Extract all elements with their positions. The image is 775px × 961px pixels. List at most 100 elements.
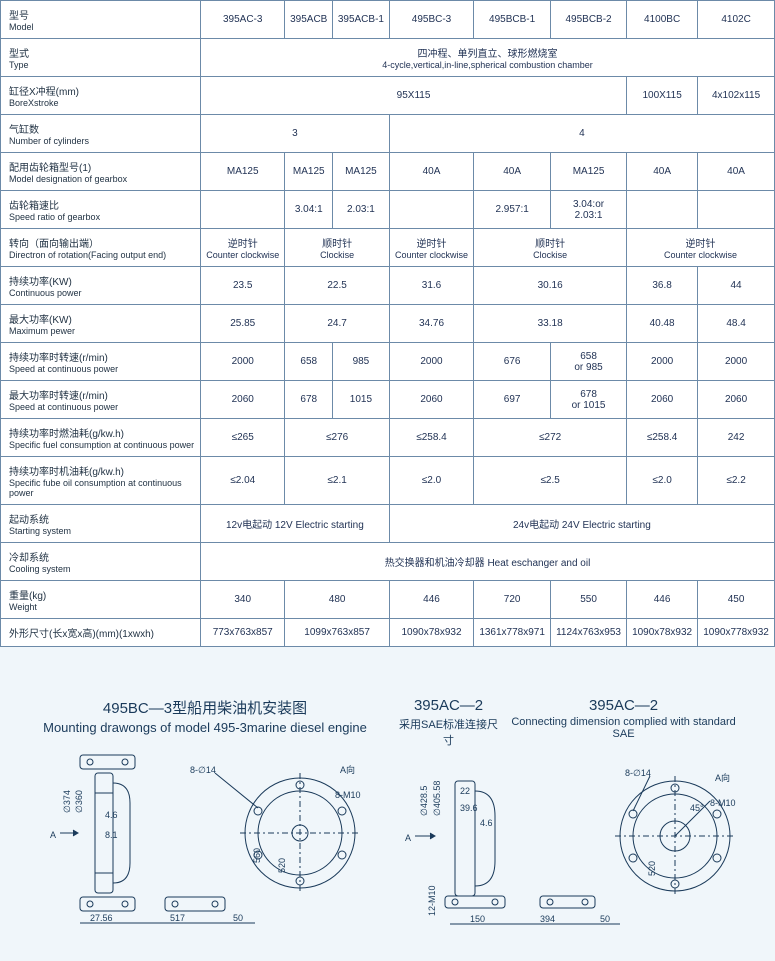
wt-3: 446 bbox=[389, 581, 473, 619]
ms-7: 2060 bbox=[698, 381, 775, 419]
sr-6 bbox=[627, 191, 698, 229]
rot-0: 逆时针 Counter clockwise bbox=[201, 229, 285, 267]
spec-table: 型号 Model 395AC-3 395ACB 395ACB-1 495BC-3… bbox=[0, 0, 775, 647]
col-2: 395ACB-1 bbox=[333, 1, 390, 39]
col-5: 495BCB-2 bbox=[551, 1, 627, 39]
svg-text:8-∅14: 8-∅14 bbox=[625, 768, 651, 778]
svg-text:27.56: 27.56 bbox=[90, 913, 113, 923]
svg-text:A向: A向 bbox=[715, 772, 730, 783]
row-gearbox: 配用齿轮箱型号(1) Model designation of gearbox … bbox=[1, 153, 775, 191]
cs-7: 2000 bbox=[698, 343, 775, 381]
cs-3: 2000 bbox=[389, 343, 473, 381]
col-6: 4100BC bbox=[627, 1, 698, 39]
svg-text:∅360: ∅360 bbox=[74, 790, 84, 813]
lu-7: ≤2.2 bbox=[698, 457, 775, 505]
row-contpower: 持续功率(KW) Continuous power 23.5 22.5 31.6… bbox=[1, 267, 775, 305]
wt-1: 480 bbox=[285, 581, 389, 619]
mp-1: 24.7 bbox=[285, 305, 389, 343]
rot-1: 顺时针 Clockise bbox=[285, 229, 389, 267]
diagram-left-svg: A ∅374 ∅360 4.6 8.1 27.56 517 50 bbox=[40, 743, 370, 933]
gearbox-0: MA125 bbox=[201, 153, 285, 191]
row-start: 起动系统 Starting system 12v电起动 12V Electric… bbox=[1, 505, 775, 543]
label-start: 起动系统 Starting system bbox=[1, 505, 201, 543]
rot-6: 逆时针 Counter clockwise bbox=[627, 229, 775, 267]
bore-b: 100X115 bbox=[627, 77, 698, 115]
label-bore: 缸径X冲程(mm) BoreXstroke bbox=[1, 77, 201, 115]
label-lube: 持续功率时机油耗(g/kw.h) Specific fube oil consu… bbox=[1, 457, 201, 505]
svg-text:22: 22 bbox=[460, 786, 470, 796]
row-maxpower: 最大功率(KW) Maximum pewer 25.85 24.7 34.76 … bbox=[1, 305, 775, 343]
svg-text:39.6: 39.6 bbox=[460, 803, 478, 813]
svg-text:394: 394 bbox=[540, 914, 555, 924]
gearbox-1: MA125 bbox=[285, 153, 333, 191]
col-0: 395AC-3 bbox=[201, 1, 285, 39]
label-fuel: 持续功率时燃油耗(g/kw.h) Specific fuel consumpti… bbox=[1, 419, 201, 457]
cp-6: 36.8 bbox=[627, 267, 698, 305]
ms-1: 678 bbox=[285, 381, 333, 419]
row-rotation: 转向（面向输出端） Directron of rotation(Facing o… bbox=[1, 229, 775, 267]
lu-4: ≤2.5 bbox=[474, 457, 627, 505]
cp-4: 30.16 bbox=[474, 267, 627, 305]
row-weight: 重量(kg) Weight 340 480 446 720 550 446 45… bbox=[1, 581, 775, 619]
label-contpower: 持续功率(KW) Continuous power bbox=[1, 267, 201, 305]
fu-3: ≤258.4 bbox=[389, 419, 473, 457]
svg-text:4.6: 4.6 bbox=[480, 818, 493, 828]
svg-text:A: A bbox=[405, 833, 411, 843]
row-bore: 缸径X冲程(mm) BoreXstroke 95X115 100X115 4x1… bbox=[1, 77, 775, 115]
sr-7 bbox=[698, 191, 775, 229]
cylnum-a: 3 bbox=[201, 115, 390, 153]
rot-3: 逆时针 Counter clockwise bbox=[389, 229, 473, 267]
sr-0 bbox=[201, 191, 285, 229]
col-1: 395ACB bbox=[285, 1, 333, 39]
diagram-right-svg: A ∅428.5 ∅405.58 22 39.6 4.6 12-M10 150 … bbox=[400, 756, 740, 936]
diagram-right-b-sub: Connecting dimension complied with stand… bbox=[502, 716, 745, 740]
svg-text:150: 150 bbox=[470, 914, 485, 924]
row-lube: 持续功率时机油耗(g/kw.h) Specific fube oil consu… bbox=[1, 457, 775, 505]
cs-1: 658 bbox=[285, 343, 333, 381]
sr-5: 3.04:or 2.03:1 bbox=[551, 191, 627, 229]
mp-6: 40.48 bbox=[627, 305, 698, 343]
svg-text:∅405.58: ∅405.58 bbox=[432, 781, 442, 816]
diagram-left-title-cn: 495BC—3型船用柴油机安装图 bbox=[30, 697, 380, 718]
cp-7: 44 bbox=[698, 267, 775, 305]
svg-text:8-M10: 8-M10 bbox=[710, 798, 736, 808]
sr-3 bbox=[389, 191, 473, 229]
col-7: 4102C bbox=[698, 1, 775, 39]
label-speedratio: 齿轮箱速比 Speed ratio of gearbox bbox=[1, 191, 201, 229]
lu-3: ≤2.0 bbox=[389, 457, 473, 505]
svg-text:50: 50 bbox=[233, 913, 243, 923]
wt-5: 550 bbox=[551, 581, 627, 619]
diagram-right: 395AC—2 采用SAE标准连接尺寸 395AC—2 Connecting d… bbox=[395, 697, 745, 941]
lu-1: ≤2.1 bbox=[285, 457, 389, 505]
ms-6: 2060 bbox=[627, 381, 698, 419]
rot-4: 顺时针 Clockise bbox=[474, 229, 627, 267]
wt-0: 340 bbox=[201, 581, 285, 619]
mp-3: 34.76 bbox=[389, 305, 473, 343]
fu-1: ≤276 bbox=[285, 419, 389, 457]
label-cylnum: 气缸数 Number of cylinders bbox=[1, 115, 201, 153]
sr-2: 2.03:1 bbox=[333, 191, 390, 229]
svg-text:8-∅14: 8-∅14 bbox=[190, 765, 216, 775]
svg-text:50: 50 bbox=[600, 914, 610, 924]
cp-3: 31.6 bbox=[389, 267, 473, 305]
svg-text:520: 520 bbox=[277, 858, 287, 873]
row-cool: 冷却系统 Cooling system 热交换器和机油冷却器 Heat esch… bbox=[1, 543, 775, 581]
mp-7: 48.4 bbox=[698, 305, 775, 343]
wt-6: 446 bbox=[627, 581, 698, 619]
label-dim: 外形尺寸(长x宽x高)(mm)(1xwxh) bbox=[1, 619, 201, 647]
dim-5: 1124x763x953 bbox=[551, 619, 627, 647]
row-cylnum: 气缸数 Number of cylinders 3 4 bbox=[1, 115, 775, 153]
svg-text:520: 520 bbox=[647, 861, 657, 876]
start-a: 12v电起动 12V Electric starting bbox=[201, 505, 390, 543]
label-type: 型式 Type bbox=[1, 39, 201, 77]
label-model: 型号 Model bbox=[1, 1, 201, 39]
dim-1: 1099x763x857 bbox=[285, 619, 389, 647]
ms-3: 2060 bbox=[389, 381, 473, 419]
row-type: 型式 Type 四冲程、单列直立、球形燃烧室 4-cycle,vertical,… bbox=[1, 39, 775, 77]
label-gearbox: 配用齿轮箱型号(1) Model designation of gearbox bbox=[1, 153, 201, 191]
svg-text:8.1: 8.1 bbox=[105, 830, 118, 840]
type-value: 四冲程、单列直立、球形燃烧室 4-cycle,vertical,in-line,… bbox=[201, 39, 775, 77]
fu-7: 242 bbox=[698, 419, 775, 457]
lu-6: ≤2.0 bbox=[627, 457, 698, 505]
label-weight: 重量(kg) Weight bbox=[1, 581, 201, 619]
